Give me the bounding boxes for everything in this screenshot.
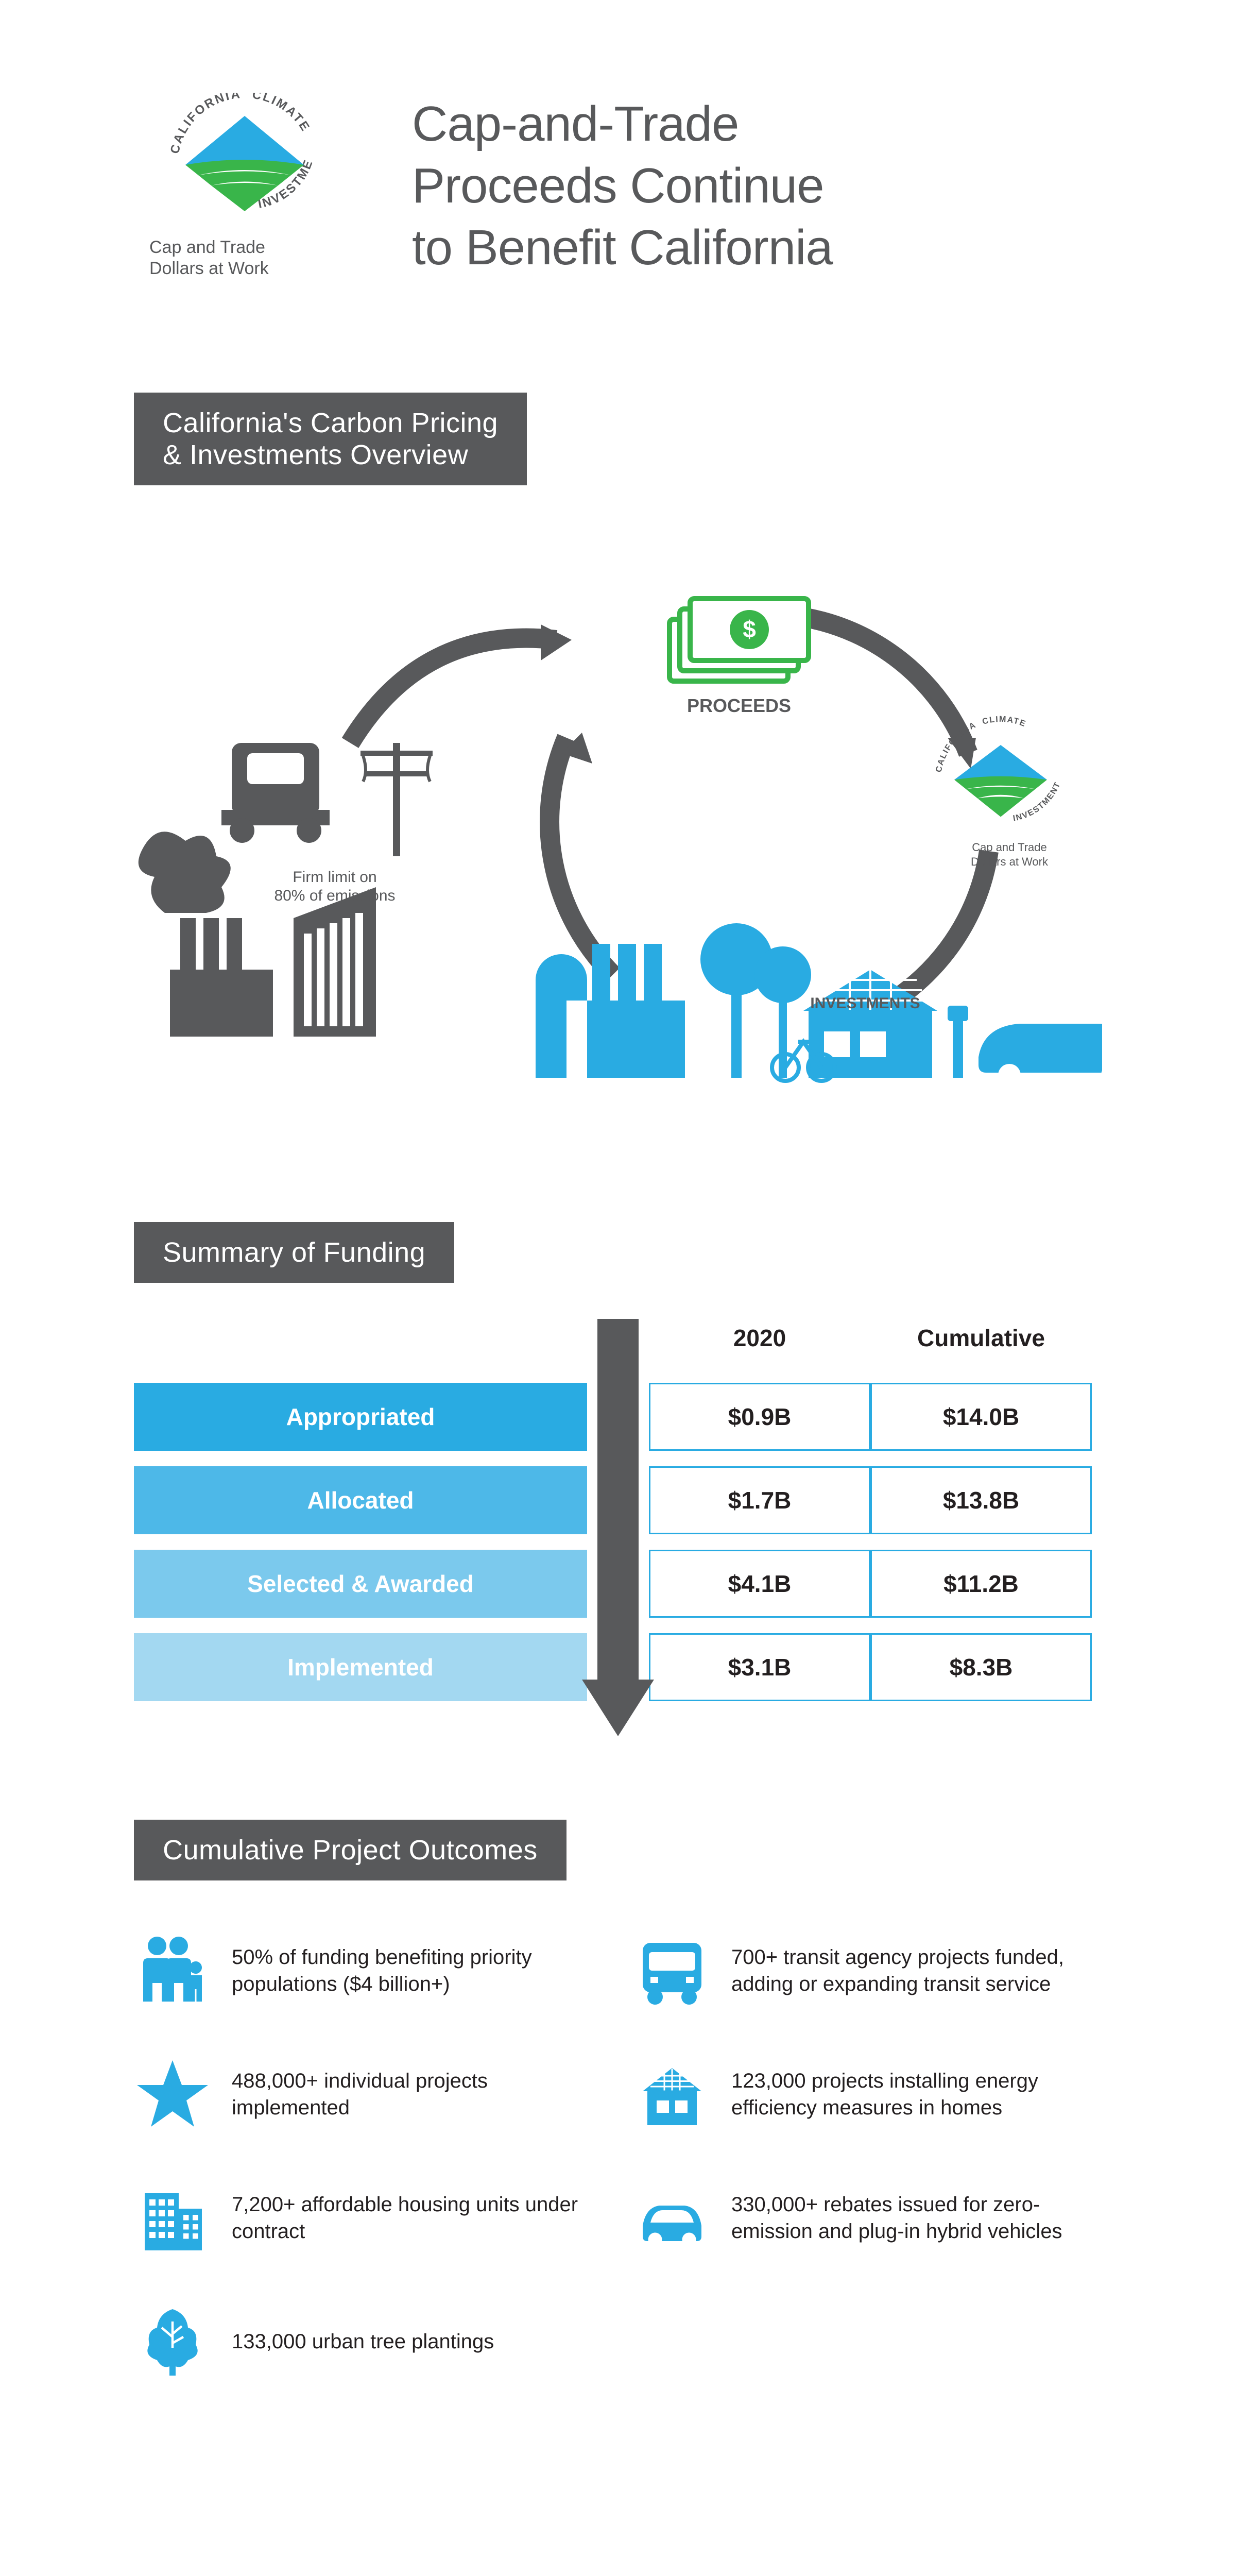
header: CALIFORNIA CLIMATE INVESTMENTS Cap and T… [134, 93, 1102, 279]
outcome-text: 330,000+ rebates issued for zero-emissio… [731, 2191, 1102, 2245]
funding-cell: $8.3B [870, 1633, 1092, 1701]
outcome-item: 123,000 projects installing energy effic… [633, 2056, 1102, 2133]
cci-logo: CALIFORNIA CLIMATE INVESTMENTS Cap and T… [134, 93, 355, 279]
funding-col-year: 2020 [649, 1319, 870, 1367]
funding-table: 2020 Cumulative Appropriated $0.9B $14.0… [134, 1319, 1102, 1701]
svg-text:Cap and Trade: Cap and Trade [972, 841, 1047, 854]
title-line-1: Cap-and-Trade [412, 96, 739, 151]
star-icon [134, 2056, 211, 2133]
solar-house-icon [633, 2056, 711, 2133]
logo-tagline-1: Cap and Trade [149, 238, 265, 257]
outcomes-section: Cumulative Project Outcomes 50% of fundi… [134, 1820, 1102, 2380]
funding-cell: $13.8B [870, 1466, 1092, 1534]
outcome-item: 700+ transit agency projects funded, add… [633, 1932, 1102, 2009]
funding-cell: $11.2B [870, 1550, 1092, 1618]
logo-tagline-2: Dollars at Work [149, 259, 269, 278]
funding-cell: $1.7B [649, 1466, 870, 1534]
outcome-text: 7,200+ affordable housing units under co… [232, 2191, 603, 2245]
outcome-text: 50% of funding benefiting priority popul… [232, 1944, 603, 1997]
funding-cell: $14.0B [870, 1383, 1092, 1451]
outcomes-heading: Cumulative Project Outcomes [134, 1820, 566, 1880]
outcome-text: 488,000+ individual projects implemented [232, 2067, 603, 2121]
building-icon [134, 2179, 211, 2257]
car-icon [633, 2179, 711, 2257]
proceeds-label: PROCEEDS [687, 695, 791, 716]
bus-icon [633, 1932, 711, 2009]
outcome-item: 133,000 urban tree plantings [134, 2303, 603, 2380]
funding-col-cum: Cumulative [870, 1319, 1092, 1367]
overview-heading: California's Carbon Pricing & Investment… [134, 393, 527, 485]
svg-text:$: $ [743, 616, 756, 642]
funding-cell: $4.1B [649, 1550, 870, 1618]
outcome-text: 133,000 urban tree plantings [232, 2328, 494, 2355]
mini-cci-logo: CALIFORNIA CLIMATE INVESTMENTS [919, 710, 1062, 823]
outcome-item: 50% of funding benefiting priority popul… [134, 1932, 603, 2009]
outcome-text: 123,000 projects installing energy effic… [731, 2067, 1102, 2121]
tree-icon [134, 2303, 211, 2380]
outcome-item: 330,000+ rebates issued for zero-emissio… [633, 2179, 1102, 2257]
funding-cell: $3.1B [649, 1633, 870, 1701]
funding-cell: $0.9B [649, 1383, 870, 1451]
title-line-2: Proceeds Continue [412, 158, 824, 213]
funding-heading: Summary of Funding [134, 1222, 454, 1283]
family-icon [134, 1932, 211, 2009]
svg-text:Dollars at Work: Dollars at Work [971, 855, 1049, 868]
funding-row-label: Selected & Awarded [134, 1550, 587, 1618]
title-line-3: to Benefit California [412, 220, 833, 275]
investments-label: INVESTMENTS [810, 995, 920, 1012]
svg-text:80% of emissions: 80% of emissions [274, 887, 395, 904]
funding-section: Summary of Funding 2020 Cumulative Appro… [134, 1222, 1102, 1701]
outcome-item: 7,200+ affordable housing units under co… [134, 2179, 603, 2257]
outcome-item: 488,000+ individual projects implemented [134, 2056, 603, 2133]
funding-row-label: Allocated [134, 1466, 587, 1534]
proceeds-icon: $ [670, 599, 809, 681]
funding-row-label: Implemented [134, 1633, 587, 1701]
outcome-text: 700+ transit agency projects funded, add… [731, 1944, 1102, 1997]
page-title: Cap-and-Trade Proceeds Continue to Benef… [412, 93, 1102, 279]
overview-diagram: $ PROCEEDS CALIFORNIA CLIMATE INVESTMENT… [134, 521, 1102, 1129]
funding-row-label: Appropriated [134, 1383, 587, 1451]
svg-text:Firm limit on: Firm limit on [293, 869, 376, 886]
funding-arrow-icon [587, 1319, 649, 1701]
